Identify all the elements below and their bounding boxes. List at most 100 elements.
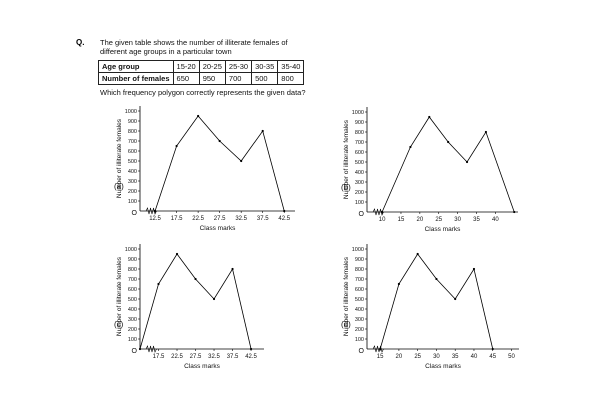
x-tick-label: 25 — [435, 217, 442, 223]
origin-label: O — [359, 211, 365, 218]
x-axis-label: Class marks — [425, 363, 462, 370]
x-tick-label: 32.5 — [208, 354, 220, 360]
y-tick-label: 300 — [128, 179, 137, 185]
x-tick-label: 12.5 — [149, 216, 161, 222]
x-axis-label: Class marks — [200, 225, 237, 232]
y-tick-label: 700 — [128, 139, 137, 145]
point — [416, 252, 419, 256]
y-axis-label: Number of illiterate females — [116, 256, 123, 336]
question-number: Q. — [76, 38, 85, 47]
origin-label: O — [132, 348, 138, 355]
axis-break — [372, 208, 384, 216]
y-tick-label: 200 — [128, 189, 137, 195]
y-axis-label: Number of illiterate females — [343, 256, 350, 336]
x-tick-label: 27.5 — [190, 354, 202, 360]
y-tick-label: 600 — [128, 287, 137, 293]
x-tick-label: 37.5 — [227, 354, 239, 360]
point — [435, 277, 438, 281]
point — [249, 347, 253, 351]
point — [153, 209, 157, 213]
polygon-line — [379, 253, 494, 350]
point — [428, 115, 431, 119]
panel-label: (b) — [341, 183, 351, 192]
y-tick-label: 800 — [355, 130, 364, 136]
x-tick-label: 25 — [414, 354, 421, 360]
y-tick-label: 100 — [128, 337, 137, 343]
y-tick-label: 700 — [128, 277, 137, 283]
y-tick-label: 200 — [128, 327, 137, 333]
origin-label: O — [132, 210, 138, 217]
y-tick-label: 1000 — [125, 247, 137, 253]
y-tick-label: 400 — [355, 170, 364, 176]
y-axis-label: Number of illiterate females — [343, 119, 350, 199]
point — [397, 282, 401, 286]
x-axis-label: Class marks — [425, 226, 462, 233]
point — [175, 144, 178, 148]
y-tick-label: 800 — [128, 129, 137, 135]
table-cell: 500 — [251, 72, 279, 85]
point — [465, 160, 469, 164]
y-tick-label: 500 — [128, 159, 137, 165]
table-cell: Number of females — [98, 72, 174, 85]
axis-break — [145, 345, 157, 353]
y-tick-label: 500 — [355, 160, 364, 166]
y-tick-label: 700 — [355, 140, 364, 146]
x-tick-label: 30 — [454, 217, 461, 223]
panel-label: (a) — [114, 182, 124, 191]
data-table: Age group 15-20 20-25 25-30 30-35 35-40 … — [98, 60, 305, 85]
y-tick-label: 300 — [355, 180, 364, 186]
y-tick-label: 100 — [355, 200, 364, 206]
y-tick-label: 800 — [355, 267, 364, 273]
y-tick-label: 200 — [355, 190, 364, 196]
polygon-line — [154, 115, 285, 212]
x-tick-label: 40 — [471, 354, 478, 360]
y-tick-label: 900 — [355, 257, 364, 263]
point — [138, 347, 142, 351]
x-tick-label: 32.5 — [235, 216, 247, 222]
table-cell: Age group — [98, 60, 174, 73]
x-tick-label: 27.5 — [214, 216, 226, 222]
table-cell: 30-35 — [251, 60, 279, 73]
point — [409, 145, 412, 149]
x-tick-label: 30 — [433, 354, 440, 360]
y-tick-label: 900 — [355, 120, 364, 126]
y-tick-label: 1000 — [125, 109, 137, 115]
table-cell: 15-20 — [172, 60, 200, 73]
point — [218, 139, 221, 143]
table-cell: 20-25 — [198, 60, 226, 73]
y-tick-label: 500 — [128, 297, 137, 303]
y-tick-label: 400 — [128, 307, 137, 313]
point — [212, 297, 216, 301]
y-tick-label: 400 — [355, 307, 364, 313]
y-tick-label: 300 — [128, 317, 137, 323]
table-cell: 25-30 — [224, 60, 253, 73]
y-tick-label: 900 — [128, 257, 137, 263]
question-prompt: Which frequency polygon correctly repres… — [100, 88, 306, 97]
point — [261, 129, 264, 133]
point — [381, 210, 384, 214]
y-tick-label: 100 — [355, 337, 364, 343]
x-tick-label: 35 — [473, 217, 480, 223]
x-axis-label: Class marks — [184, 363, 221, 370]
x-tick-label: 10 — [379, 217, 386, 223]
table-cell: 800 — [277, 72, 305, 85]
y-tick-label: 1000 — [352, 110, 364, 116]
point — [175, 252, 179, 256]
point — [283, 209, 286, 213]
y-tick-label: 800 — [128, 267, 137, 273]
point — [197, 114, 200, 118]
point — [484, 130, 488, 134]
point — [472, 267, 476, 271]
x-tick-label: 20 — [396, 354, 403, 360]
y-tick-label: 500 — [355, 297, 364, 303]
point — [513, 210, 516, 214]
x-tick-label: 22.5 — [171, 354, 183, 360]
x-tick-label: 15 — [377, 354, 384, 360]
panel-label: (d) — [341, 320, 351, 329]
y-tick-label: 900 — [128, 119, 137, 125]
x-tick-label: 42.5 — [245, 354, 257, 360]
y-tick-label: 700 — [355, 277, 364, 283]
y-tick-label: 600 — [128, 149, 137, 155]
y-tick-label: 600 — [355, 287, 364, 293]
